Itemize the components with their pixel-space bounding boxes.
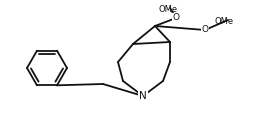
Text: O: O [172, 14, 179, 22]
Text: N: N [139, 91, 147, 101]
Text: OMe: OMe [158, 6, 177, 14]
Text: O: O [201, 26, 208, 34]
Text: OMe: OMe [214, 18, 233, 26]
